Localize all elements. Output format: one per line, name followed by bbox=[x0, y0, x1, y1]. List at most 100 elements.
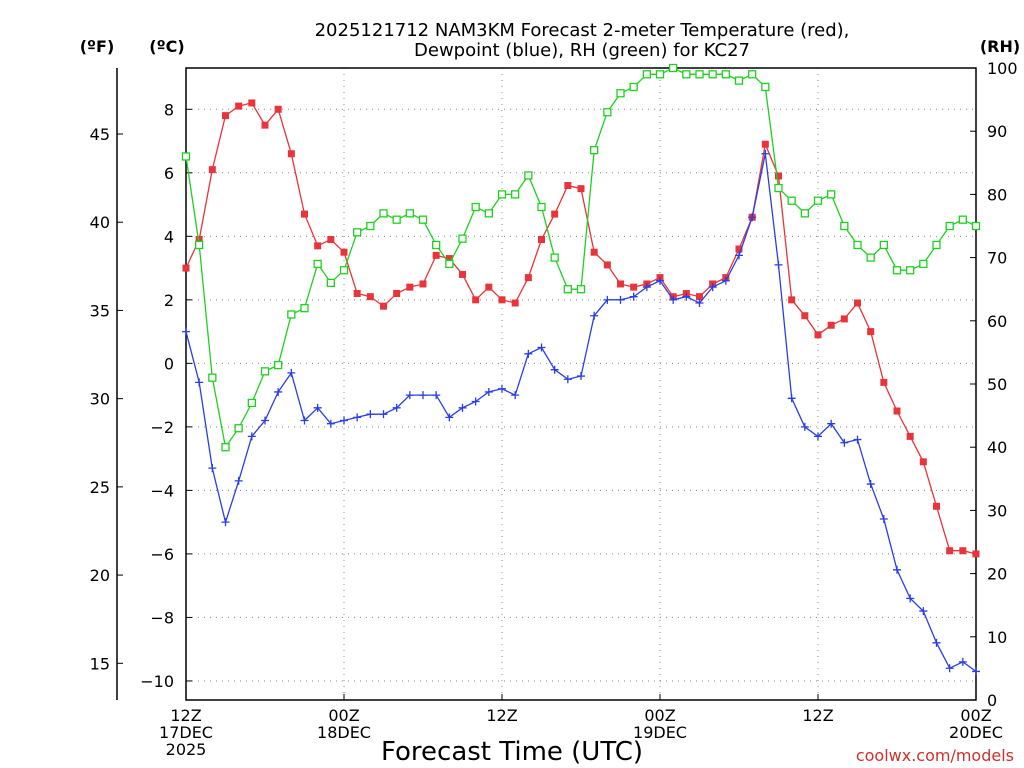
dewpoint-point bbox=[616, 295, 625, 304]
dewpoint-point bbox=[392, 403, 401, 412]
temperature-point bbox=[814, 331, 822, 339]
dewpoint-point bbox=[590, 311, 599, 320]
dewpoint-point bbox=[958, 657, 967, 666]
rh-point bbox=[576, 285, 586, 294]
rh-point bbox=[616, 89, 625, 98]
rh-point bbox=[511, 190, 520, 199]
rh-point bbox=[339, 266, 349, 275]
fahrenheit-tick-label: 20 bbox=[90, 566, 110, 585]
dewpoint-point bbox=[735, 251, 743, 260]
temperature-point bbox=[761, 140, 769, 148]
rh-point bbox=[405, 209, 414, 218]
temperature-point bbox=[248, 99, 256, 107]
rh-point bbox=[497, 190, 507, 199]
rh-point bbox=[892, 266, 902, 275]
temperature-point bbox=[788, 296, 796, 304]
dewpoint-point bbox=[445, 413, 454, 422]
rh-tick-label: 30 bbox=[987, 501, 1007, 520]
dewpoint-series-line bbox=[185, 153, 977, 672]
temperature-point bbox=[485, 283, 493, 291]
dewpoint-point bbox=[945, 664, 954, 673]
dewpoint-point bbox=[313, 403, 322, 412]
rh-tick-label: 10 bbox=[987, 628, 1007, 647]
temperature-point bbox=[867, 328, 875, 336]
rh-point bbox=[734, 76, 744, 85]
dewpoint-point bbox=[221, 518, 230, 527]
rh-point bbox=[524, 171, 533, 180]
dewpoint-point bbox=[629, 292, 638, 301]
rh-point bbox=[445, 259, 454, 269]
rh-point bbox=[221, 443, 230, 452]
temperature-series-line bbox=[185, 102, 977, 555]
temperature-point bbox=[208, 166, 216, 174]
x-tick-label: 17DEC bbox=[159, 723, 213, 742]
dewpoint-point bbox=[932, 638, 941, 647]
rh-point bbox=[392, 215, 401, 224]
celsius-tick-label: 2 bbox=[164, 291, 174, 310]
rh-tick-label: 0 bbox=[987, 691, 997, 710]
rh-point bbox=[971, 221, 981, 231]
fahrenheit-tick-label: 15 bbox=[90, 654, 110, 673]
rh-point bbox=[418, 215, 428, 224]
fahrenheit-tick-label: 35 bbox=[90, 301, 110, 320]
rh-point bbox=[919, 259, 928, 269]
temperature-point bbox=[327, 235, 335, 243]
rh-point bbox=[313, 259, 322, 269]
dewpoint-point bbox=[195, 378, 204, 387]
temperature-point bbox=[472, 296, 480, 304]
dewpoint-point bbox=[353, 413, 362, 422]
rh-point bbox=[260, 367, 270, 376]
temperature-point bbox=[827, 321, 835, 329]
temperature-point bbox=[590, 248, 598, 256]
rh-series-line bbox=[185, 67, 977, 449]
dewpoint-point bbox=[827, 419, 836, 428]
dewpoint-point bbox=[405, 391, 414, 400]
rh-point bbox=[484, 209, 493, 218]
temperature-point bbox=[406, 283, 414, 291]
dewpoint-point bbox=[511, 391, 520, 400]
fahrenheit-tick-label: 45 bbox=[90, 125, 110, 144]
rh-point bbox=[721, 70, 730, 79]
celsius-tick-label: −10 bbox=[140, 672, 174, 691]
dewpoint-point bbox=[537, 343, 546, 352]
rh-point bbox=[537, 202, 546, 212]
celsius-tick-label: 0 bbox=[164, 354, 174, 373]
rh-axis-unit: (RH) bbox=[980, 37, 1020, 56]
rh-tick-label: 70 bbox=[987, 249, 1007, 268]
dewpoint-point bbox=[682, 292, 691, 301]
dewpoint-point bbox=[774, 260, 783, 269]
fahrenheit-tick-label: 30 bbox=[90, 390, 110, 409]
dewpoint-point bbox=[787, 394, 796, 403]
rh-tick-label: 90 bbox=[987, 122, 1007, 141]
dewpoint-point bbox=[761, 149, 770, 158]
rh-point bbox=[603, 108, 612, 117]
dewpoint-point bbox=[524, 349, 533, 358]
temperature-point bbox=[314, 242, 322, 250]
rh-point bbox=[827, 190, 836, 199]
dewpoint-point bbox=[563, 375, 572, 384]
rh-point bbox=[813, 196, 823, 205]
dewpoint-point bbox=[379, 410, 388, 419]
temperature-point bbox=[603, 261, 611, 269]
rh-point bbox=[748, 70, 757, 79]
rh-tick-label: 60 bbox=[987, 312, 1007, 331]
rh-tick-label: 20 bbox=[987, 565, 1007, 584]
chart-title-line1: 2025121712 NAM3KM Forecast 2-meter Tempe… bbox=[315, 20, 850, 41]
dewpoint-point bbox=[919, 607, 928, 616]
temperature-point bbox=[617, 280, 624, 288]
rh-point bbox=[682, 70, 691, 79]
rh-point bbox=[866, 253, 875, 262]
temperature-point bbox=[906, 432, 914, 440]
rh-point bbox=[655, 70, 665, 79]
temperature-point bbox=[274, 105, 282, 113]
celsius-tick-label: 6 bbox=[164, 164, 174, 183]
celsius-axis-unit: (ºC) bbox=[149, 37, 184, 56]
celsius-tick-label: −2 bbox=[150, 418, 174, 437]
temperature-point bbox=[235, 102, 243, 110]
dewpoint-point bbox=[814, 432, 822, 441]
chart-title-line2: Dewpoint (blue), RH (green) for KC27 bbox=[414, 40, 750, 61]
rh-point bbox=[550, 253, 559, 262]
rh-point bbox=[432, 240, 441, 250]
temperature-point bbox=[524, 274, 532, 282]
